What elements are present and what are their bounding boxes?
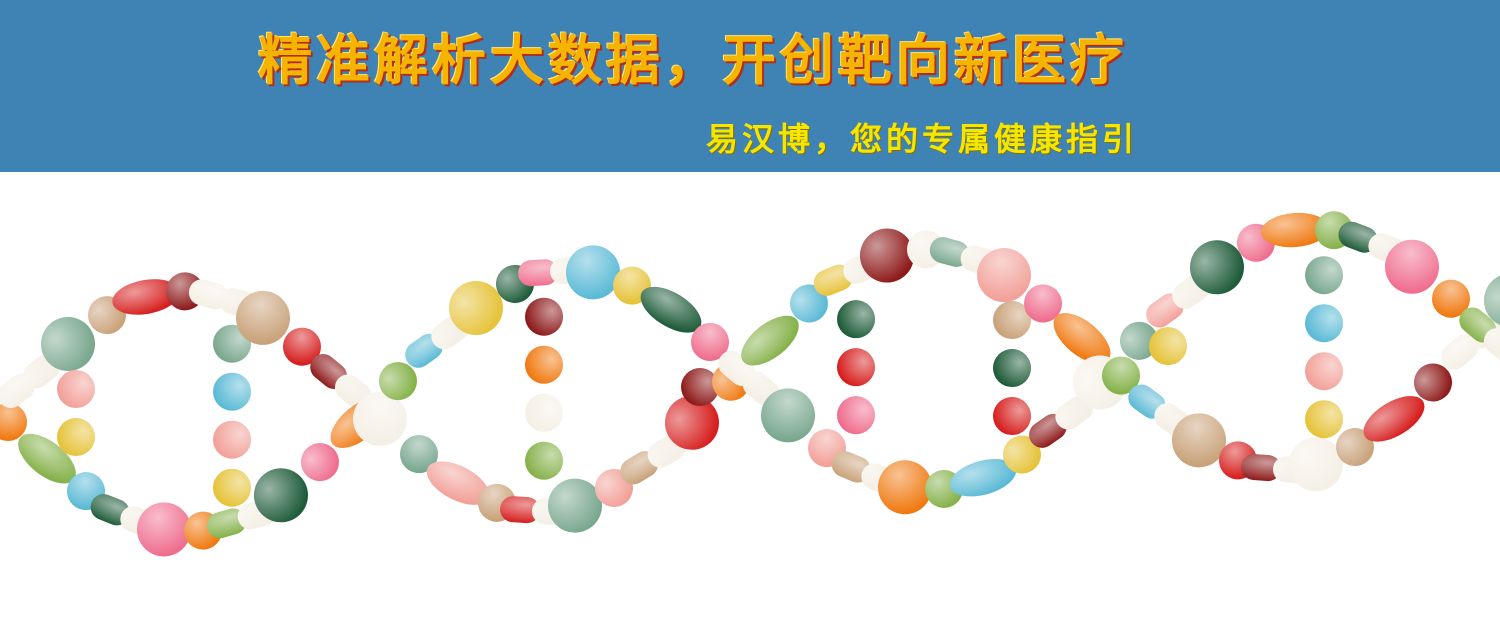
- pill: [1024, 284, 1062, 323]
- pill: [1305, 352, 1343, 391]
- pill: [1172, 413, 1226, 468]
- pill: [1003, 435, 1041, 474]
- pill: [790, 284, 828, 323]
- pill: [525, 441, 563, 480]
- pill: [691, 323, 729, 362]
- pill: [977, 248, 1031, 303]
- pill: [993, 349, 1031, 388]
- pill: [860, 228, 914, 283]
- pill: [525, 393, 563, 432]
- pill-dna-helix-illustration: [0, 211, 1500, 557]
- pill: [1261, 212, 1329, 248]
- pill: [548, 478, 602, 533]
- pill: [18, 433, 76, 484]
- pill: [1029, 395, 1093, 448]
- pill: [236, 290, 290, 345]
- headline: 精准解析大数据，开创靶向新医疗: [258, 28, 1128, 92]
- pill: [993, 397, 1031, 436]
- pill: [57, 370, 95, 409]
- pill: [1053, 313, 1111, 364]
- pill: [379, 362, 417, 401]
- pill: [283, 327, 321, 366]
- pill: [1102, 356, 1140, 395]
- pill: [400, 435, 438, 474]
- pill: [949, 458, 1017, 497]
- pill: [993, 301, 1031, 340]
- pill: [1146, 274, 1210, 328]
- pill: [1484, 273, 1500, 328]
- pill: [761, 388, 815, 443]
- pill: [449, 280, 503, 335]
- pill: [1459, 307, 1500, 364]
- pill: [837, 300, 875, 339]
- pill: [310, 354, 372, 410]
- pill: [353, 391, 407, 446]
- pill: [525, 297, 563, 336]
- pill: [1305, 304, 1343, 343]
- pill: [1336, 428, 1374, 467]
- pill: [426, 461, 490, 505]
- pill: [213, 468, 251, 507]
- pill: [137, 502, 191, 557]
- pill: [1432, 279, 1470, 318]
- pill: [1363, 396, 1425, 442]
- pill: [1149, 327, 1187, 366]
- pill: [213, 372, 251, 411]
- pill: [681, 368, 719, 407]
- pill: [112, 279, 180, 315]
- pill: [57, 418, 95, 457]
- pill: [1305, 256, 1343, 295]
- pill: [640, 286, 702, 333]
- pill: [837, 396, 875, 435]
- pill: [213, 420, 251, 459]
- pill: [1385, 239, 1439, 294]
- pill: [41, 317, 95, 372]
- pill: [1305, 400, 1343, 439]
- pill: [405, 315, 469, 368]
- pill: [566, 245, 620, 300]
- pill: [741, 315, 799, 366]
- pill: [837, 348, 875, 387]
- pill: [878, 460, 932, 515]
- pill: [525, 345, 563, 384]
- pill: [254, 468, 308, 523]
- pill: [301, 443, 339, 482]
- pill: [1289, 437, 1343, 492]
- header-band: 精准解析大数据，开创靶向新医疗 易汉博，您的专属健康指引: [0, 0, 1500, 172]
- subline: 易汉博，您的专属健康指引: [706, 120, 1139, 158]
- pill: [0, 403, 27, 441]
- pill: [1120, 321, 1158, 360]
- pill: [1414, 363, 1452, 402]
- pill: [1190, 240, 1244, 295]
- pill: [665, 395, 719, 450]
- pill: [718, 350, 780, 407]
